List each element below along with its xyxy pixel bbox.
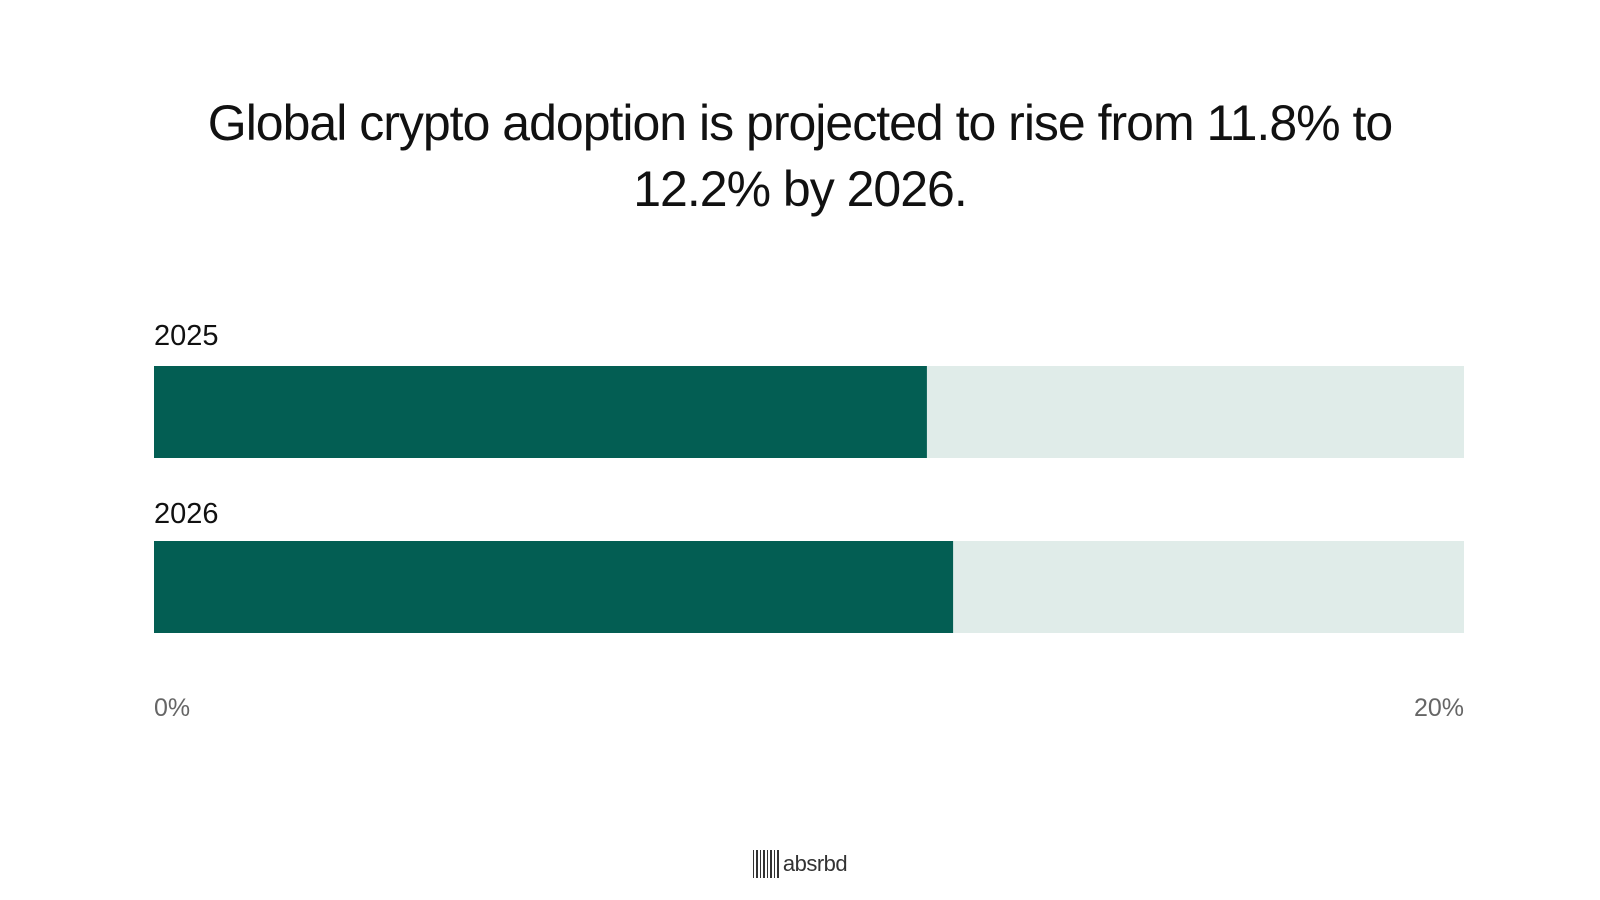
category-label-2025: 2025 <box>154 320 219 352</box>
bar-chart: 2025 2026 0% 20% <box>154 320 1464 722</box>
x-tick-label: 0% <box>154 694 190 722</box>
brand-footer: absrbd <box>0 850 1600 878</box>
bar-2026 <box>154 541 954 633</box>
brand-name: absrbd <box>782 851 848 876</box>
bar-2025 <box>154 366 927 458</box>
barcode-logo-icon <box>752 850 779 878</box>
category-label-2026: 2026 <box>154 498 219 530</box>
x-tick-label: 20% <box>1414 694 1464 722</box>
chart-title: Global crypto adoption is projected to r… <box>207 95 1393 217</box>
